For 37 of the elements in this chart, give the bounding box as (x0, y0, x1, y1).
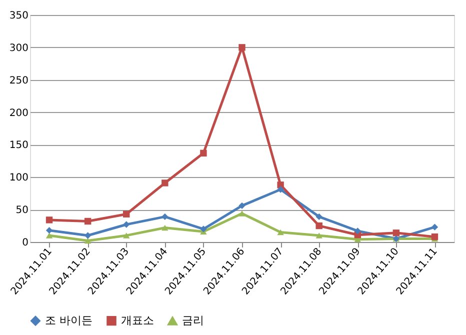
legend-label: 조 바이든 (45, 314, 92, 327)
point (277, 229, 284, 236)
y-tick-label: 350 (9, 10, 28, 22)
y-tick-label: 50 (16, 205, 28, 216)
point (84, 218, 92, 225)
y-tick-label: 150 (9, 140, 28, 152)
point (238, 210, 246, 216)
point (162, 213, 168, 220)
point (316, 222, 322, 230)
point (84, 232, 92, 239)
point (123, 221, 130, 228)
point (392, 230, 400, 236)
y-tick-label: 300 (9, 42, 28, 54)
legend-label: 개표소 (121, 314, 154, 327)
point (123, 232, 130, 238)
point (162, 180, 168, 186)
point (238, 44, 246, 51)
point (354, 228, 361, 234)
point (316, 213, 322, 220)
point (46, 216, 53, 224)
point (123, 210, 130, 218)
point (46, 226, 53, 234)
y-tick-label: 250 (9, 75, 28, 86)
point (316, 232, 322, 238)
point (200, 150, 207, 156)
point (162, 224, 168, 231)
point (200, 226, 207, 232)
point (277, 186, 284, 193)
y-tick-label: 200 (9, 108, 28, 119)
point (46, 232, 53, 238)
point (431, 224, 438, 230)
point (238, 202, 246, 210)
y-tick-label: 100 (9, 172, 28, 184)
point (431, 233, 438, 240)
y-tick-label: 0 (22, 238, 28, 248)
point (84, 238, 92, 244)
legend-label: 금리 (182, 314, 204, 328)
